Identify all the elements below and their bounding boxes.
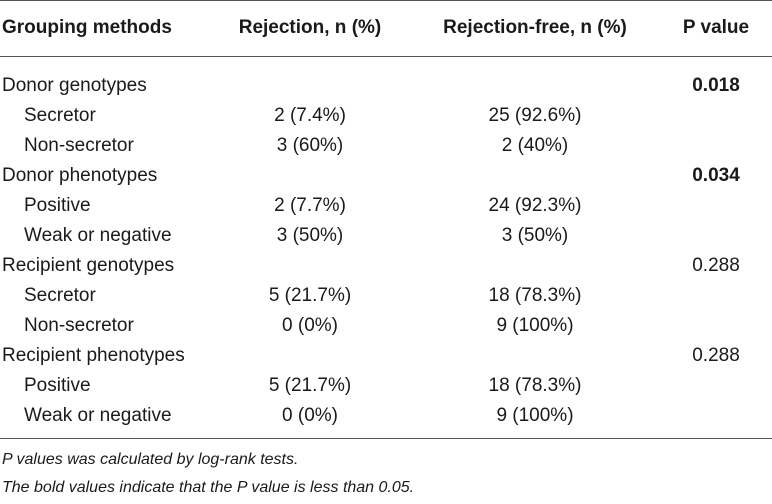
data-table: Grouping methods Rejection, n (%) Reject… [0, 0, 772, 431]
table-row: Donor genotypes 0.018 [0, 56, 772, 101]
header-row: Grouping methods Rejection, n (%) Reject… [0, 0, 772, 56]
table-row: Positive 2 (7.7%) 24 (92.3%) [0, 191, 772, 221]
top-rule [0, 0, 772, 1]
p-value-cell: 0.288 [692, 345, 740, 366]
table-row: Non-secretor 0 (0%) 9 (100%) [0, 311, 772, 341]
p-value-cell [660, 401, 772, 431]
row-label: Donor genotypes [2, 75, 147, 96]
table-row: Non-secretor 3 (60%) 2 (40%) [0, 131, 772, 161]
footnote-method: P values was calculated by log-rank test… [2, 451, 299, 468]
rejection-cell: 2 (7.7%) [274, 195, 346, 216]
row-label: Weak or negative [24, 225, 172, 246]
p-value-cell: 0.034 [692, 165, 740, 186]
row-label: Donor phenotypes [2, 165, 158, 186]
footnote-bold-meaning: The bold values indicate that the P valu… [2, 479, 415, 496]
p-value-cell: 0.018 [692, 75, 740, 96]
row-label: Positive [24, 375, 91, 396]
rejection-cell [210, 341, 410, 371]
table-row: Weak or negative 0 (0%) 9 (100%) [0, 401, 772, 431]
rejection-free-cell: 9 (100%) [496, 405, 574, 426]
p-value-cell [660, 311, 772, 341]
header-p-value: P value [682, 17, 750, 38]
row-label: Recipient phenotypes [2, 345, 185, 366]
rejection-cell [210, 161, 410, 191]
rejection-free-cell: 18 (78.3%) [488, 375, 582, 396]
header-rejection: Rejection, n (%) [238, 17, 382, 38]
table-row: Recipient genotypes 0.288 [0, 251, 772, 281]
rejection-free-cell: 9 (100%) [496, 315, 574, 336]
rejection-free-cell [410, 56, 660, 101]
rejection-cell: 3 (60%) [276, 135, 344, 156]
table-footnotes: P values was calculated by log-rank test… [0, 448, 772, 504]
rejection-cell: 2 (7.4%) [274, 105, 346, 126]
row-label: Positive [24, 195, 91, 216]
p-value-cell [660, 131, 772, 161]
rejection-free-cell: 25 (92.6%) [488, 105, 582, 126]
table-row: Weak or negative 3 (50%) 3 (50%) [0, 221, 772, 251]
rejection-free-cell: 18 (78.3%) [488, 285, 582, 306]
rejection-cell [210, 56, 410, 101]
header-rejection-free: Rejection-free, n (%) [443, 17, 627, 38]
rejection-free-cell [410, 161, 660, 191]
rejection-cell: 5 (21.7%) [268, 375, 352, 396]
row-label: Non-secretor [24, 315, 134, 336]
rejection-free-cell: 3 (50%) [501, 225, 569, 246]
table-row: Recipient phenotypes 0.288 [0, 341, 772, 371]
rejection-cell: 0 (0%) [282, 315, 338, 336]
header-grouping-methods: Grouping methods [2, 17, 172, 38]
rejection-cell: 0 (0%) [282, 405, 338, 426]
bottom-rule [0, 438, 772, 439]
row-label: Secretor [24, 285, 96, 306]
p-value-cell [660, 281, 772, 311]
p-value-cell [660, 371, 772, 401]
rejection-free-cell: 24 (92.3%) [488, 195, 582, 216]
row-label: Non-secretor [24, 135, 134, 156]
rejection-free-cell: 2 (40%) [501, 135, 569, 156]
p-value-cell [660, 101, 772, 131]
rejection-free-cell [410, 251, 660, 281]
header-rule [0, 56, 772, 57]
row-label: Weak or negative [24, 405, 172, 426]
table-row: Secretor 5 (21.7%) 18 (78.3%) [0, 281, 772, 311]
p-value-cell [660, 221, 772, 251]
table-row: Positive 5 (21.7%) 18 (78.3%) [0, 371, 772, 401]
rejection-cell: 3 (50%) [276, 225, 344, 246]
p-value-cell [660, 191, 772, 221]
table-row: Donor phenotypes 0.034 [0, 161, 772, 191]
rejection-free-cell [410, 341, 660, 371]
rejection-cell [210, 251, 410, 281]
rejection-cell: 5 (21.7%) [268, 285, 352, 306]
table-row: Secretor 2 (7.4%) 25 (92.6%) [0, 101, 772, 131]
row-label: Secretor [24, 105, 96, 126]
row-label: Recipient genotypes [2, 255, 175, 276]
p-value-cell: 0.288 [692, 255, 740, 276]
